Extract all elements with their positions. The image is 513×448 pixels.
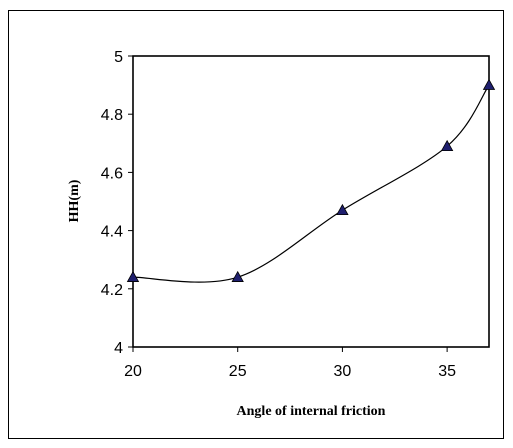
- x-tick-label: 25: [229, 363, 247, 380]
- series-markers: [126, 78, 496, 282]
- data-point-marker: [126, 270, 140, 282]
- data-point-marker: [231, 270, 244, 282]
- y-tick-label: 4.2: [101, 282, 123, 299]
- x-tick-label: 35: [438, 363, 456, 380]
- x-axis-title: Angle of internal friction: [237, 404, 386, 419]
- y-tick-label: 4.6: [101, 165, 123, 182]
- plot-area: [132, 55, 490, 348]
- x-tick-label: 30: [334, 363, 352, 380]
- x-axis-ticks: 20 25 30 35: [124, 347, 456, 380]
- data-point-marker: [482, 78, 496, 90]
- y-axis-ticks: 4 4.2 4.4 4.6 4.8 5: [101, 49, 133, 357]
- y-tick-label: 4.8: [101, 107, 123, 124]
- y-tick-label: 4: [114, 340, 123, 357]
- y-tick-label: 4.4: [101, 224, 123, 241]
- x-tick-label: 20: [124, 363, 142, 380]
- y-axis-title: HH(m): [67, 179, 82, 222]
- data-point-marker: [336, 203, 349, 216]
- y-tick-label: 5: [114, 49, 123, 66]
- data-point-marker: [440, 139, 454, 152]
